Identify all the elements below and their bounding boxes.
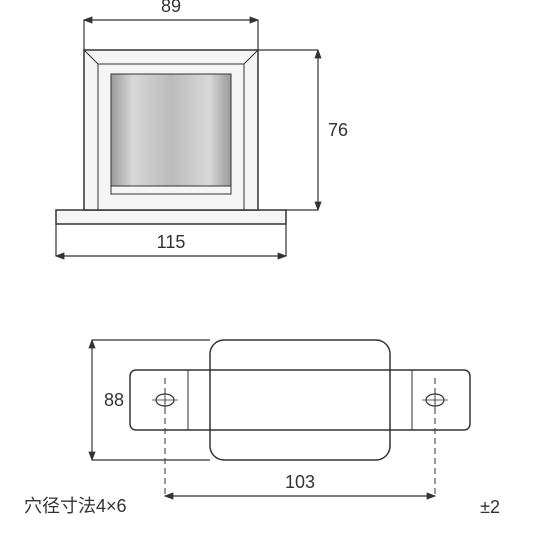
front-elevation: 89 76 115 xyxy=(56,0,348,256)
svg-text:89: 89 xyxy=(161,0,181,16)
svg-text:103: 103 xyxy=(285,472,315,492)
svg-text:76: 76 xyxy=(328,120,348,140)
hole-size-note: 穴径寸法4×6 xyxy=(24,492,127,518)
technical-drawing: 89 76 115 88 103 xyxy=(0,0,540,540)
tolerance-note: ±2 xyxy=(480,497,500,518)
svg-text:115: 115 xyxy=(157,232,186,252)
top-plan: 88 103 xyxy=(92,340,470,496)
svg-text:88: 88 xyxy=(104,390,124,410)
